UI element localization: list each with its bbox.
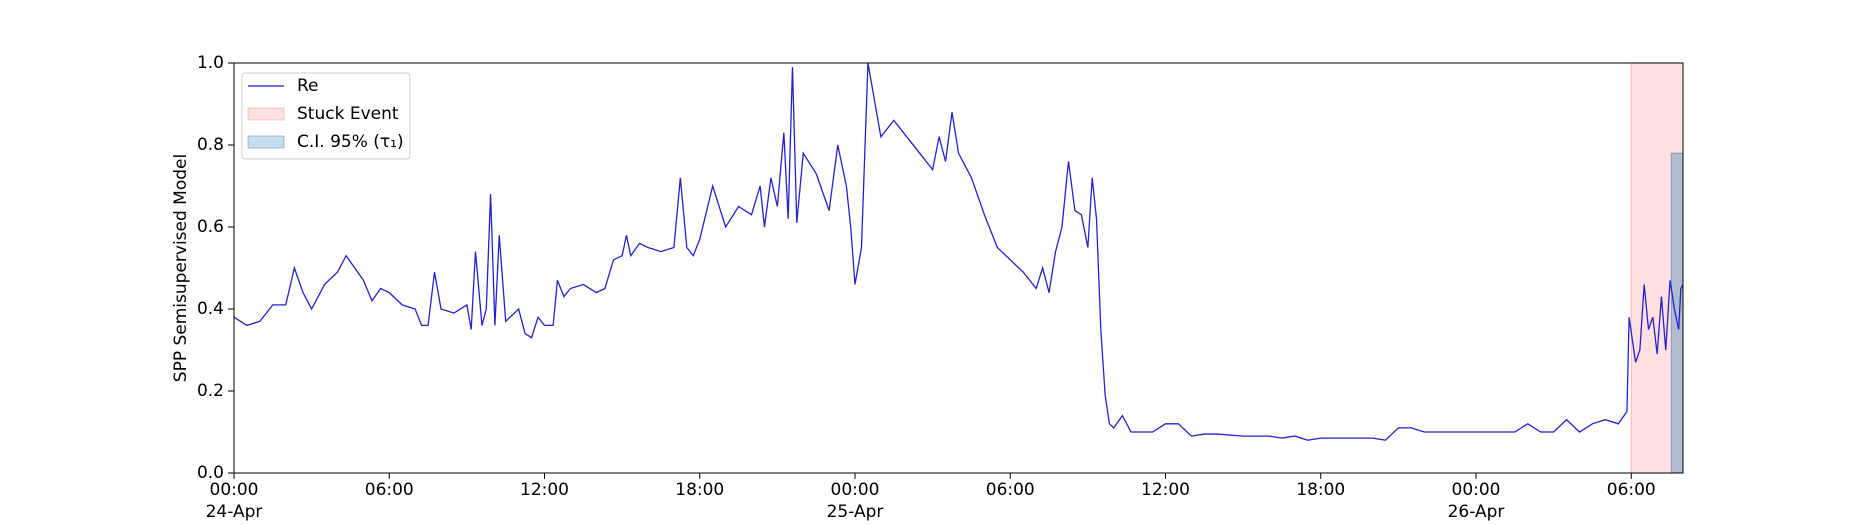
x-tick-label: 18:00 <box>1296 480 1345 500</box>
x-tick-label: 00:00 <box>831 480 880 500</box>
y-tick-label: 1.0 <box>197 53 224 73</box>
x-tick-label: 00:00 <box>210 480 259 500</box>
x-tick-label: 06:00 <box>1607 480 1656 500</box>
legend-label: C.I. 95% (τ₁) <box>297 132 404 152</box>
y-tick-label: 0.4 <box>197 299 224 319</box>
x-tick-label: 18:00 <box>675 480 724 500</box>
span <box>1670 152 1684 474</box>
legend-patch <box>247 107 285 121</box>
x-tick-label: 00:00 <box>1452 480 1501 500</box>
x-tick-label: 06:00 <box>365 480 414 500</box>
legend-box <box>241 72 411 160</box>
y-tick-label: 0.2 <box>197 381 224 401</box>
y-axis-label: SPP Semisupervised Model <box>171 154 191 382</box>
y-tick-label: 0.0 <box>197 463 224 483</box>
legend-label: Re <box>297 76 319 96</box>
y-tick-label: 0.6 <box>197 217 224 237</box>
x-date-label: 25-Apr <box>827 502 884 522</box>
span <box>1630 62 1684 474</box>
legend-patch <box>247 135 285 149</box>
y-tick-label: 0.8 <box>197 135 224 155</box>
x-date-label: 24-Apr <box>206 502 263 522</box>
plot-frame <box>233 62 1684 474</box>
x-tick-label: 06:00 <box>986 480 1035 500</box>
x-tick-label: 12:00 <box>520 480 569 500</box>
x-tick-label: 12:00 <box>1141 480 1190 500</box>
data-line <box>233 62 1684 441</box>
legend-label: Stuck Event <box>297 104 399 124</box>
x-date-label: 26-Apr <box>1448 502 1505 522</box>
